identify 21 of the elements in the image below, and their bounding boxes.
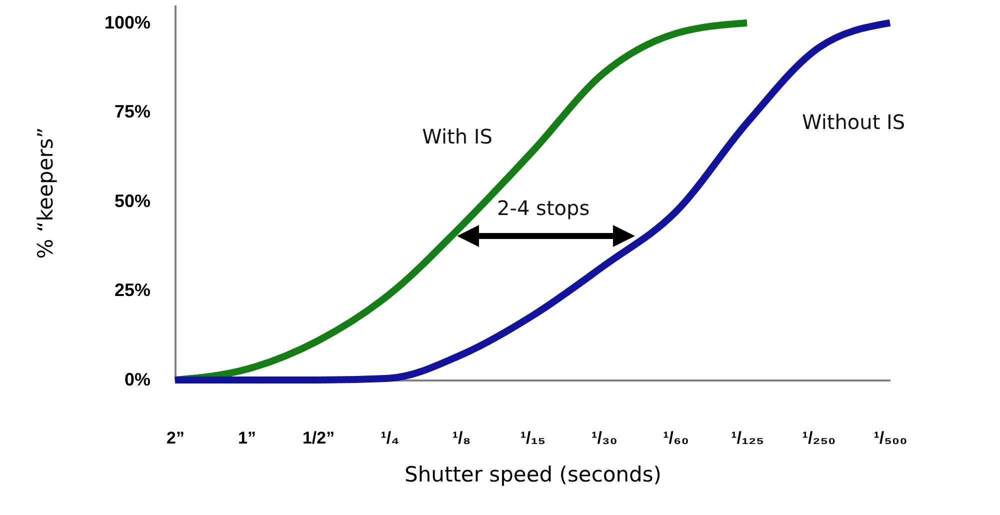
series-label: With IS	[422, 124, 492, 148]
annotation: 2-4 stops	[497, 196, 590, 220]
x-tick-label: ¹/₁₂₅	[731, 428, 764, 448]
x-tick-label: 2”	[166, 428, 184, 448]
y-tick-label: 25%	[114, 280, 150, 300]
x-axis-title: Shutter speed (seconds)	[404, 462, 662, 486]
x-tick-label: ¹/₂₅₀	[802, 428, 836, 448]
x-tick-label: ¹/₄	[380, 428, 400, 448]
x-tick-label: 1”	[238, 428, 256, 448]
x-tick-label: ¹/₃₀	[592, 428, 618, 448]
y-tick-label: 75%	[114, 102, 150, 122]
x-tick-label: 1/2”	[302, 428, 335, 448]
x-tick-label: ¹/₈	[452, 428, 471, 448]
x-tick-label: ¹/₆₀	[663, 428, 689, 448]
x-tick-label: ¹/₁₅	[520, 428, 546, 448]
y-axis-title: % “keepers”	[33, 127, 58, 259]
y-tick-label: 50%	[114, 190, 150, 211]
y-tick-label: 100%	[104, 12, 150, 32]
y-tick-label: 0%	[124, 370, 150, 390]
series-label: Without IS	[802, 110, 906, 134]
x-tick-label: ¹/₅₀₀	[874, 428, 908, 448]
